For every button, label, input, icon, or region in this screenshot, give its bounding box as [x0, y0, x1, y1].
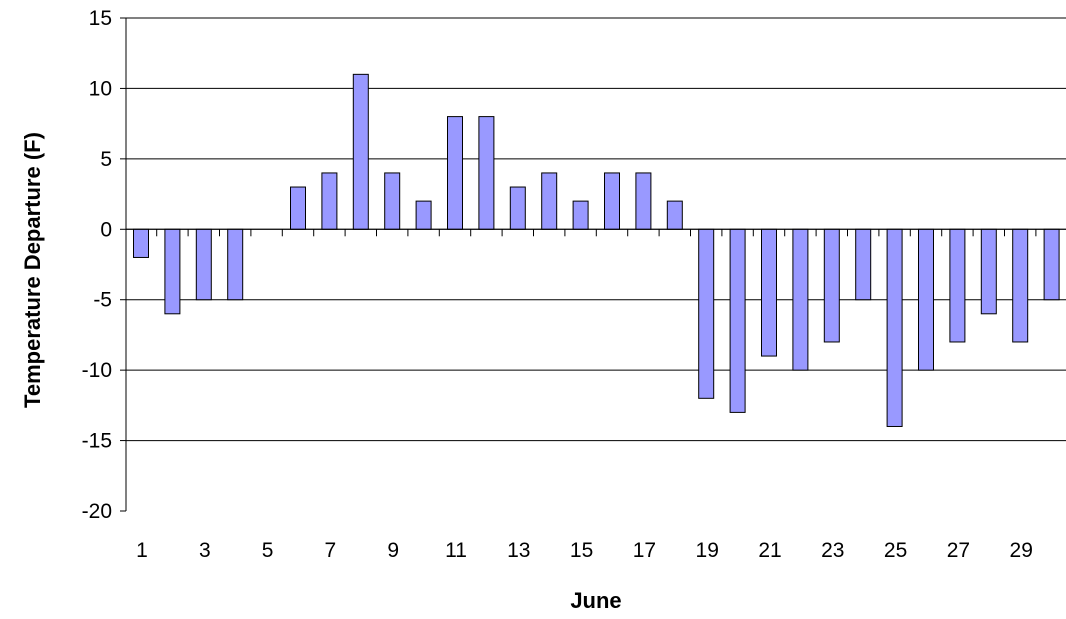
bar-june-17 [635, 172, 652, 230]
bar-june-29 [1012, 228, 1029, 343]
x-tick-label: 9 [387, 539, 399, 562]
bar-june-6 [290, 186, 306, 230]
x-tick-label: 1 [136, 539, 148, 562]
bar-june-10 [415, 200, 432, 230]
axes [120, 17, 1066, 512]
x-tick-label: 11 [445, 539, 467, 562]
x-tick-label: 15 [570, 539, 593, 562]
bar-june-9 [384, 172, 401, 230]
x-tick-label: 19 [696, 539, 719, 562]
x-tick-label: 27 [947, 539, 970, 562]
y-tick-label: -15 [82, 430, 112, 453]
bar-june-18 [666, 200, 683, 230]
bar-june-22 [792, 228, 809, 371]
bars [133, 73, 1060, 427]
x-tick-label: 3 [199, 539, 211, 562]
bar-june-20 [729, 228, 746, 413]
y-tick-label: 0 [100, 218, 112, 241]
bar-june-2 [164, 228, 181, 315]
x-tick-label: 23 [821, 539, 844, 562]
bar-june-30 [1043, 228, 1060, 301]
x-tick-label: 21 [758, 539, 781, 562]
bar-june-23 [823, 228, 840, 343]
bar-june-3 [195, 228, 212, 301]
x-tick-label: 5 [262, 539, 274, 562]
bar-june-12 [478, 116, 495, 230]
x-tick-label: 13 [507, 539, 530, 562]
bar-june-28 [980, 228, 997, 315]
bar-june-27 [949, 228, 966, 343]
y-tick-label: 10 [89, 77, 112, 100]
bar-june-1 [133, 228, 149, 258]
x-tick-label: 25 [884, 539, 907, 562]
x-tick-label: 17 [633, 539, 656, 562]
bar-june-13 [509, 186, 526, 230]
x-tick-label: 7 [325, 539, 337, 562]
y-tick-label: 5 [100, 148, 112, 171]
bar-june-11 [447, 116, 463, 230]
y-tick-label: -20 [82, 500, 112, 523]
x-axis-title: June [570, 588, 621, 613]
bar-june-26 [918, 228, 934, 371]
bar-june-7 [321, 172, 338, 230]
bar-june-21 [761, 228, 777, 357]
bar-june-25 [886, 228, 903, 427]
bar-june-16 [604, 172, 620, 230]
y-tick-label: -5 [93, 289, 112, 312]
x-tick-label: 29 [1010, 539, 1033, 562]
bar-june-24 [855, 228, 872, 301]
bar-june-15 [572, 200, 589, 230]
bar-june-8 [352, 73, 369, 230]
y-tick-label: 15 [89, 7, 112, 30]
bar-june-4 [227, 228, 244, 301]
bar-june-19 [698, 228, 715, 399]
bar-june-14 [541, 172, 558, 230]
y-axis-title: Temperature Departure (F) [20, 132, 45, 408]
y-tick-label: -10 [82, 359, 112, 382]
